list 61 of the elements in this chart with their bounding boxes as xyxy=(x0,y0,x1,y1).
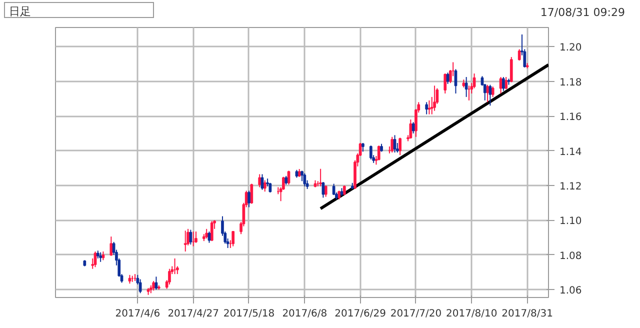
y-tick-label: 1.08 xyxy=(560,250,582,262)
candlestick xyxy=(428,100,431,115)
candlestick xyxy=(409,119,412,140)
candlestick xyxy=(248,190,250,208)
candlestick xyxy=(154,276,158,290)
candlestick xyxy=(502,76,505,92)
candlestick xyxy=(110,236,113,256)
candlestick xyxy=(499,76,502,94)
x-tick-label: 2017/5/18 xyxy=(223,308,275,320)
candlestick xyxy=(205,228,208,239)
text: 17/08/31 09:29 xyxy=(540,5,625,21)
candlestick xyxy=(486,84,489,103)
x-tick-label: 2017/6/29 xyxy=(334,308,386,320)
candlestick xyxy=(184,230,187,252)
candlestick xyxy=(433,85,436,112)
candlestick xyxy=(342,185,346,196)
x-tick-label: 2017/6/8 xyxy=(282,308,328,320)
candlestick xyxy=(510,56,513,83)
candlestick xyxy=(194,231,198,244)
candlestick xyxy=(444,73,447,94)
y-tick-label: 1.06 xyxy=(560,286,582,297)
candlestick xyxy=(94,250,97,268)
candlestick xyxy=(168,268,171,285)
candlestick xyxy=(99,252,102,262)
candlestick xyxy=(393,134,396,154)
y-tick-label: 1.18 xyxy=(560,77,582,88)
text: 日足 xyxy=(9,4,31,20)
candlestick xyxy=(369,145,372,160)
candlestick xyxy=(260,174,264,190)
candlestick xyxy=(518,48,521,61)
candlestick xyxy=(491,86,494,98)
candlestick xyxy=(412,122,415,134)
candlestick xyxy=(390,136,394,154)
y-tick-label: 1.14 xyxy=(560,146,582,158)
candlestick xyxy=(263,180,266,192)
x-tick-label: 2017/8/31 xyxy=(502,308,553,320)
y-tick-label: 1.16 xyxy=(560,112,582,124)
candlestick xyxy=(324,185,328,198)
candlestick xyxy=(303,172,306,187)
candlestick xyxy=(258,174,262,188)
candlestick xyxy=(504,76,508,90)
candlestick xyxy=(138,278,142,294)
candlestick xyxy=(377,145,380,161)
x-tick-label: 2017/4/27 xyxy=(168,308,219,320)
candlestick xyxy=(425,102,428,115)
candlestick xyxy=(319,168,322,187)
y-tick-label: 1.20 xyxy=(560,42,582,54)
candlestick xyxy=(398,137,402,156)
y-tick-label: 1.12 xyxy=(560,182,582,193)
x-tick-label: 2017/7/20 xyxy=(390,308,442,320)
candlestick xyxy=(210,220,214,242)
candlestick xyxy=(287,170,290,186)
candlestick xyxy=(446,72,450,84)
y-tick-label: 1.10 xyxy=(560,216,582,228)
candlestick xyxy=(464,76,468,98)
candlestick xyxy=(189,229,192,246)
candlestick xyxy=(232,231,235,247)
candlestick xyxy=(152,280,155,292)
x-tick-label: 2017/4/6 xyxy=(115,308,160,320)
candlestick xyxy=(488,84,492,106)
x-tick-label: 2017/8/10 xyxy=(446,308,498,320)
